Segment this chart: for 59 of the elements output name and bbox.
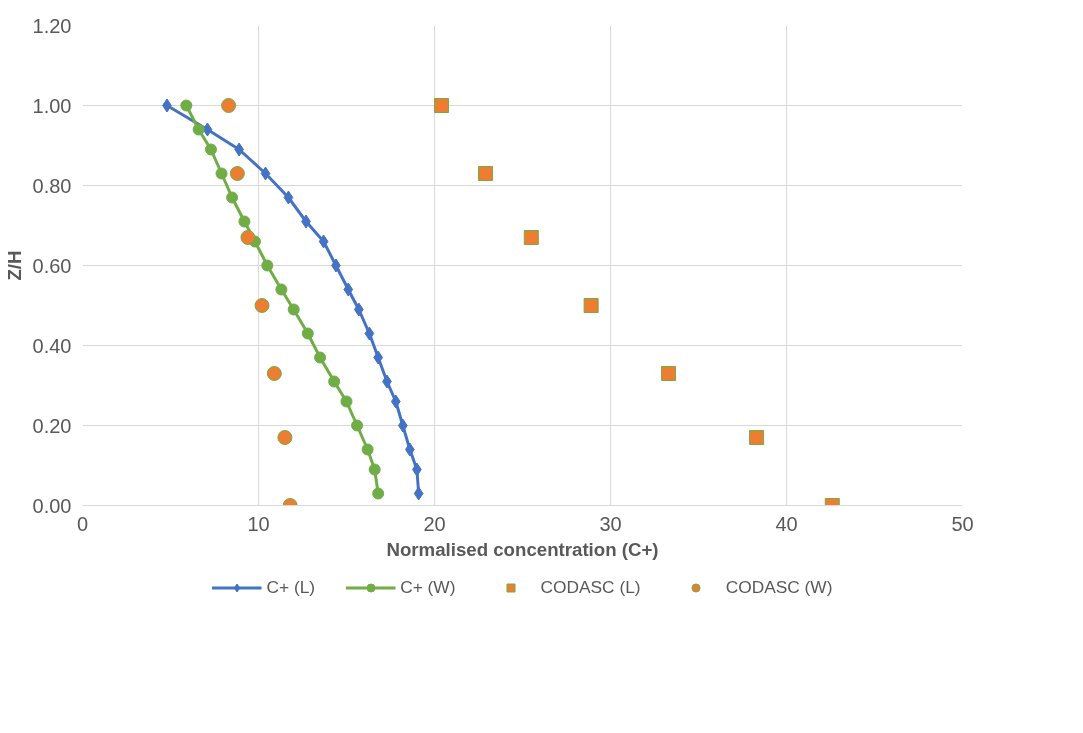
point: [229, 166, 245, 181]
x-tick-label: 30: [599, 512, 622, 535]
point: [328, 375, 341, 388]
point: [583, 298, 599, 313]
legend-label: CODASC (L): [540, 576, 641, 598]
point: [478, 166, 494, 181]
point: [254, 298, 270, 313]
x-axis-title: Normalised concentration (C+): [386, 538, 659, 560]
x-tick-label: 0: [76, 512, 89, 535]
point: [340, 395, 353, 408]
y-tick-label: 0.00: [32, 494, 72, 517]
point: [260, 166, 271, 181]
point: [287, 303, 300, 316]
point: [368, 463, 381, 476]
point: [661, 366, 677, 381]
point: [372, 487, 385, 500]
point: [261, 259, 274, 272]
point: [202, 122, 213, 137]
x-tick-label: 40: [775, 512, 798, 535]
y-tick-label: 0.20: [32, 414, 72, 437]
x-tick-label: 50: [951, 512, 974, 535]
x-tick-label: 10: [247, 512, 270, 535]
legend-label: C+ (L): [266, 576, 316, 598]
y-tick-label: 0.60: [32, 254, 72, 277]
legend-label: CODASC (W): [725, 576, 833, 598]
point: [301, 327, 314, 340]
point: [351, 419, 364, 432]
point: [215, 167, 228, 180]
point: [353, 302, 364, 317]
point: [364, 326, 375, 341]
point: [413, 486, 424, 501]
point: [204, 143, 217, 156]
y-tick-label: 0.40: [32, 334, 72, 357]
point: [390, 394, 401, 409]
point: [283, 190, 294, 205]
point: [361, 443, 374, 456]
y-tick-label: 1.20: [32, 14, 72, 37]
legend-label: C+ (W): [400, 576, 456, 598]
point: [397, 418, 408, 433]
point: [240, 230, 256, 245]
point: [226, 191, 239, 204]
point: [221, 98, 237, 113]
point: [314, 351, 327, 364]
x-tick-label: 20: [423, 512, 446, 535]
point: [277, 430, 293, 445]
point: [434, 98, 450, 113]
point: [343, 282, 354, 297]
y-tick-label: 0.80: [32, 174, 72, 197]
y-tick-label: 1.00: [32, 94, 72, 117]
point: [749, 430, 765, 445]
point: [266, 366, 282, 381]
point: [192, 123, 205, 136]
point: [275, 283, 288, 296]
point: [180, 99, 193, 112]
y-axis-title: Z/H: [3, 250, 25, 281]
point: [238, 215, 251, 228]
point: [318, 234, 329, 249]
point: [523, 230, 539, 245]
point: [373, 350, 384, 365]
